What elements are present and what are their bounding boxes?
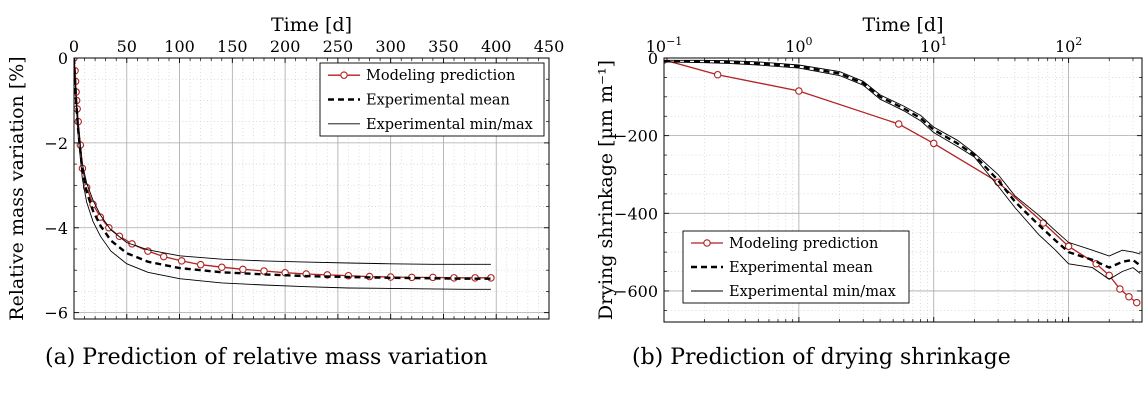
data-point-model bbox=[929, 139, 938, 148]
plot-area bbox=[664, 58, 1142, 307]
data-point-model bbox=[260, 267, 268, 275]
data-point-model bbox=[1064, 242, 1073, 251]
series-experimental-mean bbox=[74, 58, 491, 280]
series-experimental-max bbox=[74, 58, 491, 265]
data-point-model bbox=[239, 265, 247, 274]
data-point-model bbox=[218, 263, 226, 271]
legend-label: Modeling prediction bbox=[366, 68, 515, 84]
legend-label: Experimental mean bbox=[366, 93, 510, 109]
x-tick-label: 400 bbox=[481, 37, 512, 56]
y-tick-label: −2 bbox=[44, 134, 68, 153]
legend-label: Experimental min/max bbox=[366, 117, 533, 133]
y-tick-label: −200 bbox=[614, 127, 658, 146]
x-tick-label: 450 bbox=[534, 37, 565, 56]
x-tick-label: 200 bbox=[270, 37, 301, 56]
x-tick-label: 102 bbox=[1055, 35, 1082, 56]
x-axis-label: Time [d] bbox=[271, 14, 352, 36]
x-tick-label: 350 bbox=[428, 37, 459, 56]
series-experimental-max bbox=[664, 59, 1141, 257]
y-tick-label: 0 bbox=[648, 49, 658, 68]
x-axis-label: Time [d] bbox=[862, 14, 943, 36]
data-point-model bbox=[159, 252, 168, 261]
legend-label: Experimental mean bbox=[729, 260, 873, 276]
data-point-model bbox=[1105, 271, 1113, 280]
x-tick-label: 100 bbox=[785, 35, 812, 56]
legend-label: Modeling prediction bbox=[729, 236, 878, 252]
data-point-model bbox=[1133, 298, 1141, 307]
x-tick-label: 0 bbox=[69, 37, 79, 56]
plot-frame bbox=[663, 57, 1143, 323]
chart-mass-variation: 0 50 100 150 200 250 300 350 400 450 0 −2 −4 −6 Time [… bbox=[6, 14, 564, 323]
x-tick-label: 300 bbox=[375, 37, 406, 56]
series-experimental-mean bbox=[664, 59, 1142, 269]
x-tick-label: 100 bbox=[164, 37, 195, 56]
data-point-model bbox=[1125, 293, 1133, 301]
x-tick-label: 101 bbox=[920, 35, 947, 56]
series-experimental-min bbox=[74, 58, 491, 290]
data-point-model bbox=[1039, 219, 1048, 227]
data-point-model bbox=[128, 240, 136, 248]
caption-a: (a) Prediction of relative mass variatio… bbox=[45, 345, 488, 370]
data-point-model bbox=[1116, 285, 1124, 293]
caption-b: (b) Prediction of drying shrinkage bbox=[632, 345, 1011, 370]
data-point-model bbox=[196, 260, 205, 269]
y-tick-label: −4 bbox=[44, 219, 68, 238]
x-tick-label: 150 bbox=[217, 37, 248, 56]
y-tick-label: −400 bbox=[614, 204, 658, 223]
x-tick-label: 10−1 bbox=[646, 35, 683, 56]
x-tick-label: 250 bbox=[323, 37, 354, 56]
data-point-model bbox=[795, 87, 803, 95]
legend-marker-model bbox=[703, 239, 711, 247]
legend-label: Experimental min/max bbox=[729, 284, 896, 300]
y-tick-label: 0 bbox=[58, 49, 68, 68]
plot-frame bbox=[73, 57, 550, 320]
data-point-model bbox=[894, 120, 903, 128]
series-experimental-min bbox=[664, 61, 1141, 280]
y-tick-label: −6 bbox=[44, 304, 68, 323]
y-axis-label: Relative mass variation [%] bbox=[6, 56, 28, 320]
legend-marker-model bbox=[340, 71, 348, 79]
x-tick-label: 50 bbox=[117, 37, 137, 56]
data-point-model bbox=[177, 257, 186, 265]
y-tick-label: −600 bbox=[614, 282, 658, 301]
y-axis-label: Drying shrinkage [µm m⁻¹] bbox=[595, 60, 617, 320]
chart-drying-shrinkage: 10−1 100 101 102 0 −200 −400 −600 Time [d] Drying… bbox=[595, 14, 1143, 323]
plot-area bbox=[74, 58, 495, 290]
data-point-model bbox=[713, 70, 722, 79]
